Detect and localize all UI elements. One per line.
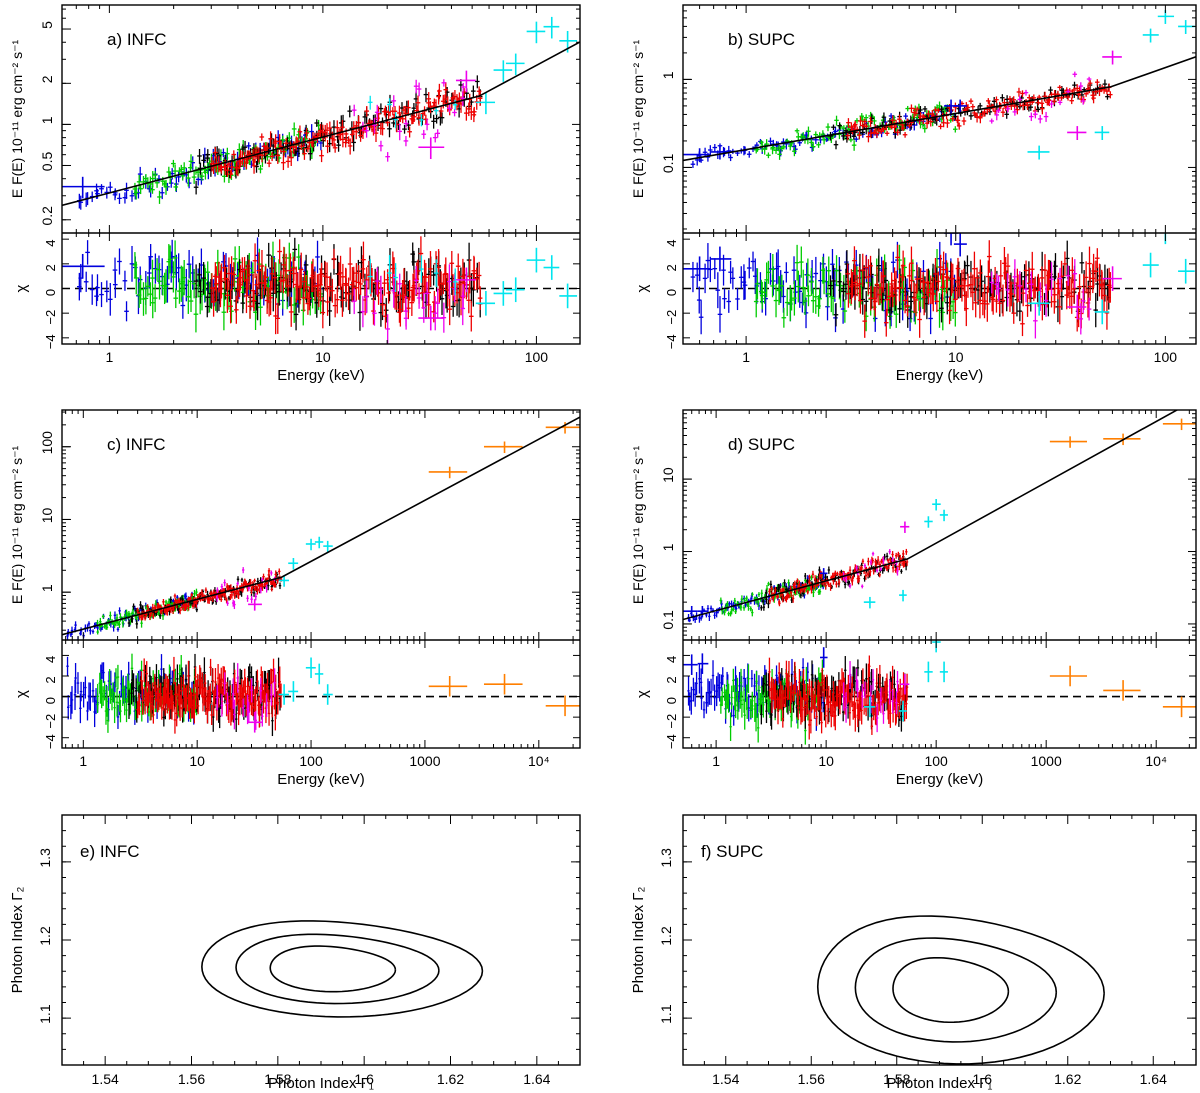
y-tick-label: 2 bbox=[39, 75, 55, 83]
r-tick-label: 4 bbox=[664, 240, 679, 247]
r-tick-label: 0 bbox=[664, 289, 679, 296]
y-tick-label: 0.2 bbox=[39, 206, 55, 226]
x-tick-label: 10 bbox=[315, 349, 331, 365]
x-axis-label: Energy (keV) bbox=[277, 367, 365, 384]
r-tick-label: −2 bbox=[43, 310, 58, 325]
r-tick-label: 0 bbox=[43, 289, 58, 296]
r-tick-label: 2 bbox=[43, 264, 58, 271]
r-tick-label: −4 bbox=[664, 334, 679, 349]
residual-plot bbox=[683, 233, 1196, 339]
y-axis-label: E F(E) 10⁻¹¹ erg cm⁻² s⁻¹ bbox=[9, 40, 25, 199]
y-tick-label: 5 bbox=[39, 21, 55, 29]
r-tick-label: −4 bbox=[43, 334, 58, 349]
x-tick-label: 1 bbox=[742, 349, 750, 365]
spectrum-plot bbox=[683, 10, 1196, 168]
panel-a: 1 10 100 0.2 0.5 1 2 5 −4 −2 0 2 4 a) INFC Energy (keV… bbox=[9, 4, 581, 384]
model-line bbox=[62, 41, 580, 207]
x-axis-label: Energy (keV) bbox=[896, 367, 984, 384]
panel-title: b) SUPC bbox=[728, 30, 795, 49]
y-tick-label: 1 bbox=[39, 116, 55, 124]
r-tick-label: 4 bbox=[43, 240, 58, 247]
residual-plot bbox=[62, 236, 580, 344]
y-axis-label: E F(E) 10⁻¹¹ erg cm⁻² s⁻¹ bbox=[630, 40, 646, 199]
panel-b: 1 10 100 0.1 1 −4 −2 0 2 4 b) SUPC Energy (keV) E F(… bbox=[630, 4, 1197, 384]
model-line bbox=[683, 56, 1196, 162]
y-tick-label: 0.5 bbox=[39, 152, 55, 172]
y-tick-label: 1 bbox=[660, 71, 676, 79]
x-tick-label: 100 bbox=[525, 349, 549, 365]
residual-axis-label: χ bbox=[13, 284, 30, 292]
x-tick-label: 100 bbox=[1154, 349, 1178, 365]
x-tick-label: 1 bbox=[105, 349, 113, 365]
plot-frame bbox=[61, 4, 581, 345]
x-tick-label: 10 bbox=[948, 349, 964, 365]
spectrum-plot bbox=[62, 416, 580, 640]
residual-plot bbox=[62, 653, 580, 737]
residual-axis-label: χ bbox=[634, 284, 651, 292]
r-tick-label: 2 bbox=[664, 264, 679, 271]
model-line bbox=[62, 416, 580, 636]
r-tick-label: −2 bbox=[664, 310, 679, 325]
panel-title: a) INFC bbox=[107, 30, 167, 49]
plot-frame bbox=[682, 4, 1197, 345]
spectrum-plot bbox=[62, 16, 580, 210]
y-tick-label: 0.1 bbox=[660, 153, 676, 173]
